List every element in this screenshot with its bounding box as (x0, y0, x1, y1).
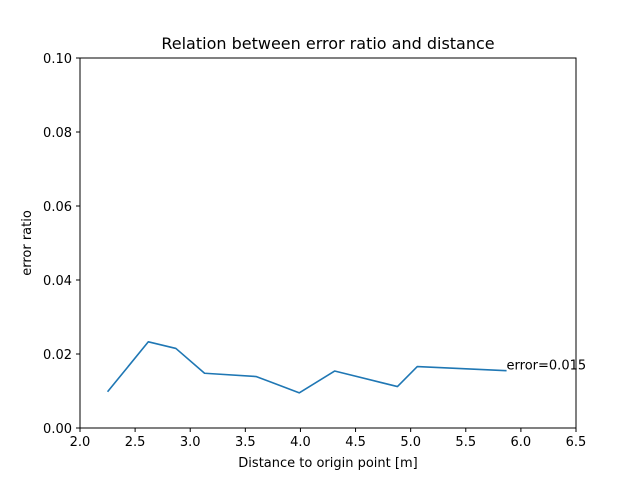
y-tick-label: 0.10 (43, 52, 72, 67)
series-layer (106, 340, 507, 394)
y-tick-label: 0.08 (43, 126, 72, 141)
series-line (106, 340, 507, 394)
x-tick-label: 5.5 (455, 435, 476, 450)
y-tick-label: 0.00 (43, 422, 72, 437)
annotation-label: error=0.015 (507, 359, 587, 374)
y-axis-label: error ratio (20, 210, 35, 276)
x-tick-label: 4.5 (345, 435, 366, 450)
y-tick-label: 0.06 (43, 200, 72, 215)
x-tick-label: 2.5 (125, 435, 146, 450)
x-tick-label: 6.0 (511, 435, 532, 450)
plot-area (80, 58, 576, 428)
y-tick-label: 0.02 (43, 348, 72, 363)
x-tick-label: 3.0 (180, 435, 201, 450)
y-axis: 0.00 0.02 0.04 0.06 0.08 0.10 (43, 52, 80, 437)
x-tick-label: 3.5 (235, 435, 256, 450)
x-axis-label: Distance to origin point [m] (238, 456, 417, 471)
x-tick-label: 2.0 (70, 435, 91, 450)
x-tick-label: 5.0 (400, 435, 421, 450)
y-tick-label: 0.04 (43, 274, 72, 289)
x-tick-label: 6.5 (566, 435, 587, 450)
x-tick-label: 4.0 (290, 435, 311, 450)
plot-frame (79, 57, 577, 429)
x-axis: 2.0 2.5 3.0 3.5 4.0 4.5 5.0 5.5 6.0 6.5 (70, 428, 587, 450)
chart-title: Relation between error ratio and distanc… (161, 34, 494, 53)
annotation-layer: error=0.015 (507, 359, 587, 374)
